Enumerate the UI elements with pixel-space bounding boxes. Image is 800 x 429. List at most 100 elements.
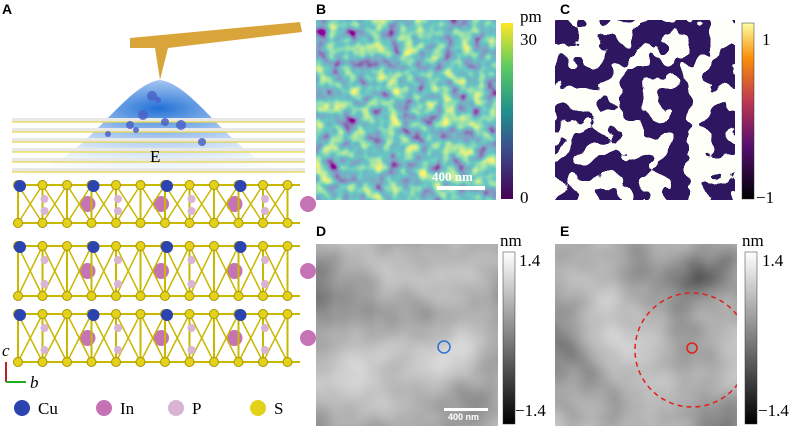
atom-s (86, 357, 97, 367)
atom-s (258, 357, 268, 367)
unit: nm (742, 231, 764, 250)
atom-cu (14, 180, 26, 192)
image (316, 20, 496, 200)
atom-s (209, 218, 219, 228)
colorbar (744, 251, 758, 425)
atom-s (135, 241, 146, 251)
atom-p (187, 256, 196, 264)
atom-s (184, 180, 195, 190)
atom-p (114, 256, 122, 264)
atom-cu (14, 309, 26, 321)
rod (90, 313, 117, 363)
atom-s (111, 218, 121, 228)
atom-s (258, 309, 268, 319)
atom-s (62, 357, 72, 367)
image (555, 20, 735, 200)
atom-s (233, 357, 244, 367)
atom-s (111, 357, 121, 367)
legend-swatch (96, 400, 112, 416)
atom-p (261, 256, 269, 264)
atom-p (261, 195, 269, 203)
atom-cu (234, 241, 247, 253)
atom-s (282, 357, 293, 367)
rod (164, 184, 191, 224)
tick-label: 1.4 (519, 251, 541, 270)
ion (126, 121, 134, 129)
atom-s (209, 241, 219, 251)
rod (262, 184, 289, 224)
atom-in (300, 196, 316, 212)
atom-s (282, 180, 293, 190)
atom-p (261, 207, 269, 215)
atom-in (79, 196, 96, 212)
tick-label: −1.4 (515, 401, 546, 420)
atom-s (282, 309, 293, 319)
atom-p (40, 195, 49, 203)
atom-p (114, 195, 122, 203)
panel-label: E (560, 223, 569, 239)
unit: nm (500, 231, 522, 250)
panel-label: B (316, 1, 326, 17)
rod (213, 245, 240, 297)
atom-s (37, 241, 48, 251)
atom-s (184, 291, 195, 301)
ion (147, 91, 157, 101)
rod (41, 313, 68, 363)
lattice (13, 180, 316, 367)
atom-s (258, 180, 268, 190)
layer (12, 128, 305, 132)
rod (164, 245, 191, 297)
atom-cu (161, 241, 173, 253)
rod (213, 184, 240, 224)
ion (155, 97, 161, 103)
tip (130, 22, 302, 80)
atom-s (111, 241, 121, 251)
ion (161, 118, 169, 126)
ion (198, 138, 206, 146)
atom-s (37, 309, 48, 319)
atom-s (233, 291, 244, 301)
scale-bar (444, 408, 488, 411)
rod (188, 245, 215, 297)
atom-cu (87, 180, 100, 192)
rod (164, 313, 191, 363)
atom-s (62, 180, 72, 190)
atom-cu (161, 309, 173, 321)
legend-swatch (250, 400, 266, 416)
atom-s (233, 218, 244, 228)
layer (12, 138, 305, 142)
rod (262, 313, 289, 363)
rod (90, 245, 117, 297)
atom-s (37, 218, 48, 228)
atom-in (300, 263, 316, 279)
rod (17, 313, 44, 363)
panel-label: D (316, 223, 326, 239)
atom-s (111, 309, 121, 319)
atom-s (282, 291, 293, 301)
scale-label: 400 nm (448, 412, 479, 422)
atom-cu (87, 241, 100, 253)
layer (12, 168, 305, 172)
atom-s (184, 357, 195, 367)
axis-label: c (2, 341, 10, 360)
rod (41, 184, 68, 224)
rod (139, 245, 166, 297)
atom-cu (161, 180, 173, 192)
atom-s (160, 218, 170, 228)
atom-s (135, 180, 146, 190)
legend-label: P (192, 399, 201, 418)
ion (176, 120, 186, 130)
atom-p (114, 207, 122, 215)
rod (115, 184, 142, 224)
atom-s (37, 180, 48, 190)
legend-label: Cu (38, 399, 58, 418)
rod (188, 184, 215, 224)
atom-s (13, 357, 23, 367)
atom-p (261, 346, 269, 354)
atom-s (282, 241, 293, 251)
rod (66, 245, 93, 297)
tick-label: −1 (756, 188, 774, 207)
panel-label: C (560, 1, 570, 17)
atom-s (209, 309, 219, 319)
